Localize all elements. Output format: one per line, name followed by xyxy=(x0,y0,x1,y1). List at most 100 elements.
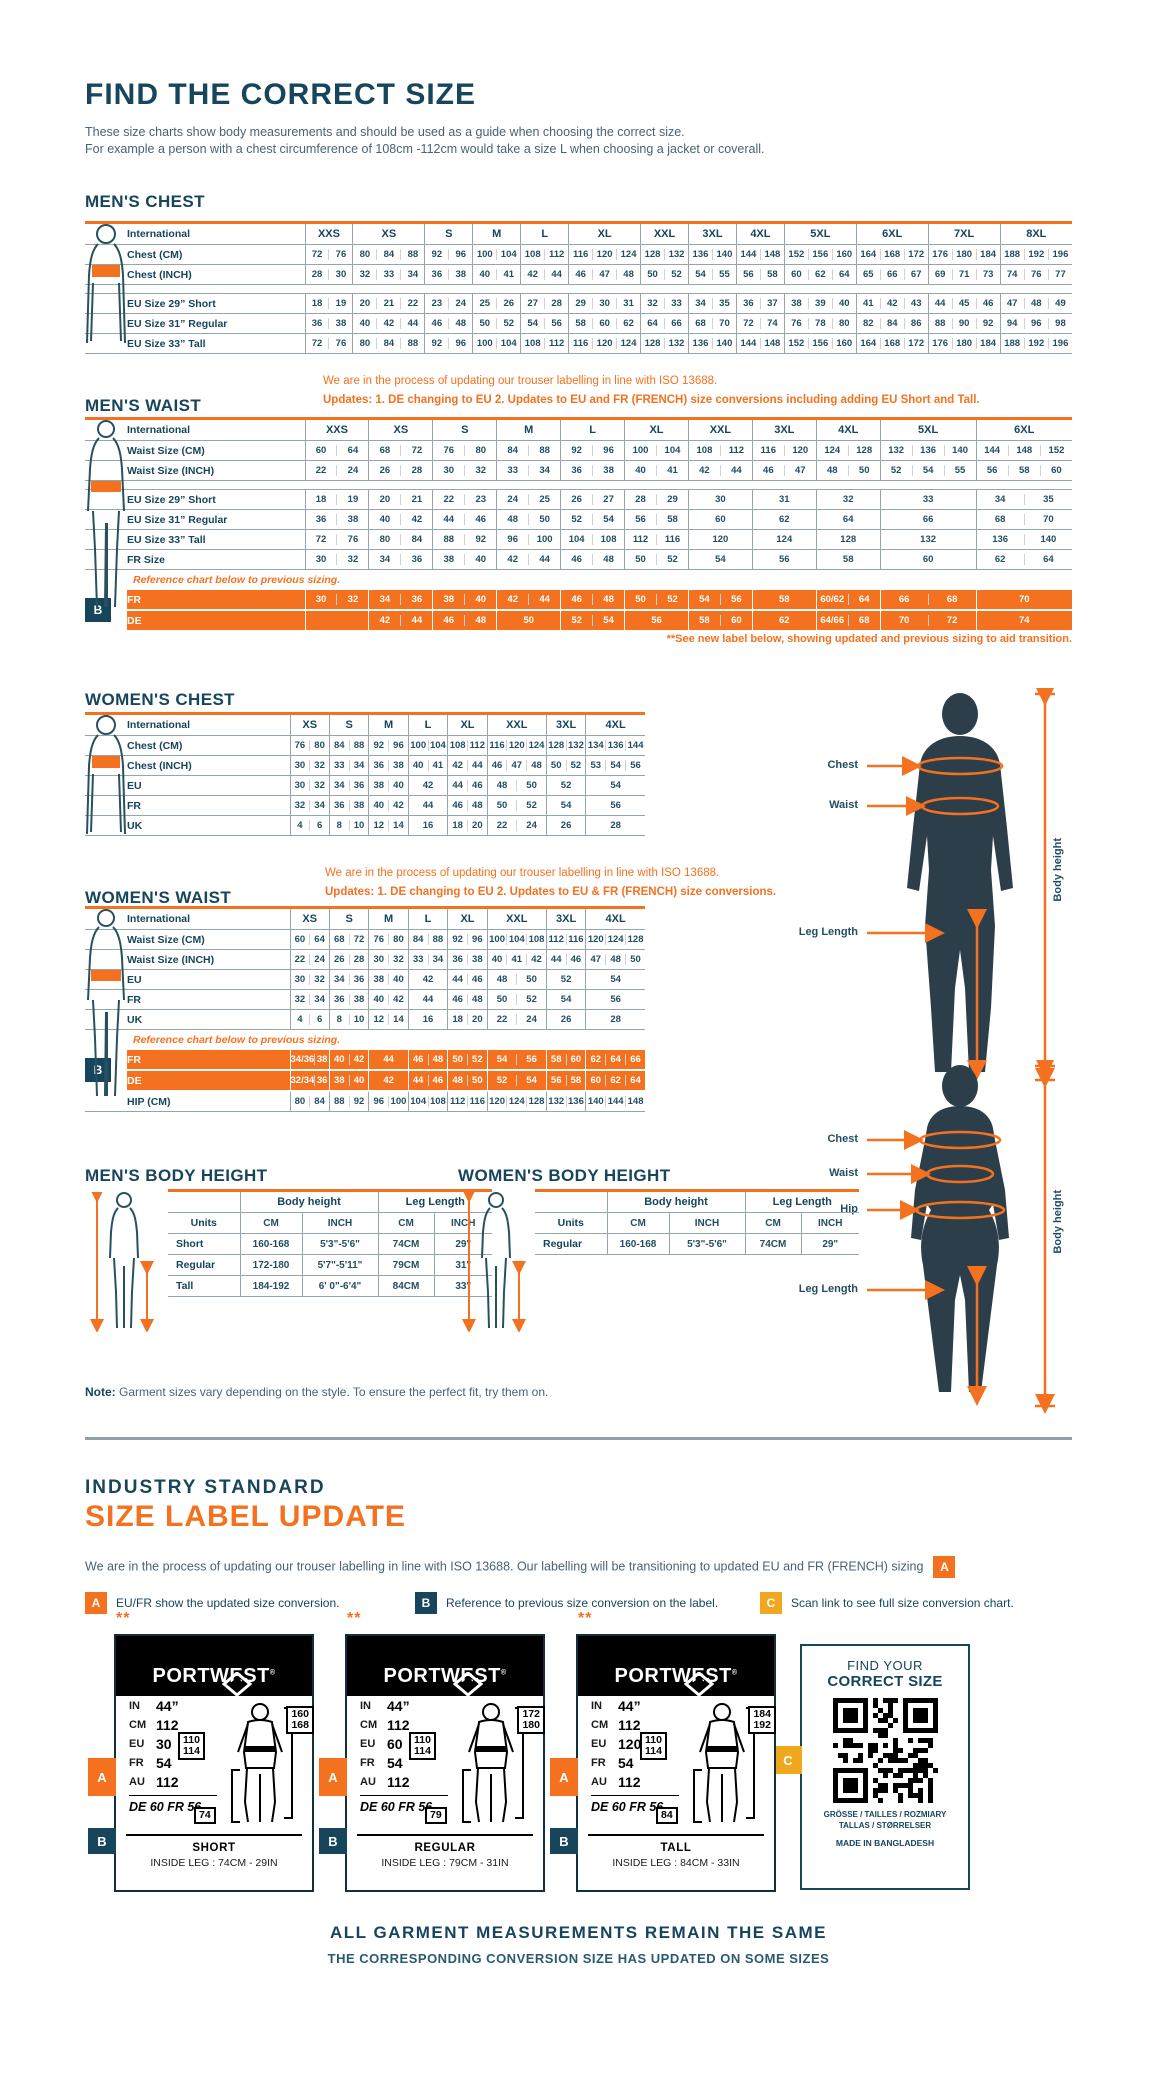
size-cell: 54 56 xyxy=(486,1050,547,1071)
size-cell: 36 38 xyxy=(560,460,625,481)
value: 40 xyxy=(464,594,496,605)
cell-values: 28 xyxy=(587,820,645,831)
value: 104 xyxy=(410,1096,427,1107)
size-cell: 30 32 xyxy=(432,460,497,481)
value: 160 xyxy=(831,338,856,349)
size-cell: 112 116 xyxy=(624,529,689,550)
size-value: 44” xyxy=(387,1697,410,1714)
value: 46 xyxy=(763,465,774,476)
cell-values: 116 120 xyxy=(753,445,816,456)
card-fit-name: TALL xyxy=(660,1842,692,1854)
size-column-header: XL xyxy=(447,713,488,736)
value: 21 xyxy=(400,494,432,505)
value: 44 xyxy=(719,465,752,476)
card-size-line: AU 112 xyxy=(347,1772,543,1791)
value: 84 xyxy=(879,318,904,329)
value: 28 xyxy=(544,298,568,309)
size-cell: 29 30 31 xyxy=(568,293,641,314)
size-system-label: AU xyxy=(591,1775,607,1788)
cell-values: 40 41 xyxy=(474,269,520,280)
cell-values: 36 38 xyxy=(330,800,368,811)
card-de-fr-line: DE 60 FR 56 xyxy=(129,1795,217,1814)
value: 56 xyxy=(651,615,662,626)
figure-column-cell xyxy=(85,907,127,930)
size-cell: 70 xyxy=(975,590,1072,611)
size-system-label: EU xyxy=(129,1737,145,1750)
unit-header: CM xyxy=(744,1212,801,1234)
value: 84 xyxy=(400,534,432,545)
value: 46 xyxy=(571,554,582,565)
size-column-header: XXS xyxy=(304,222,353,245)
womens-height-figure-icon xyxy=(462,1189,528,1337)
size-cell: 38 40 xyxy=(432,590,497,611)
value: 54 xyxy=(592,514,624,525)
size-cell: 54 xyxy=(585,969,645,990)
industry-kicker: INDUSTRY STANDARD xyxy=(85,1477,326,1498)
value: 25 xyxy=(528,494,560,505)
cell-values: 38 39 40 xyxy=(785,298,855,309)
cell-values: 60/62 64 xyxy=(817,594,879,605)
cell-values: 30 32 xyxy=(434,465,496,476)
portwest-logo: PORTWEST® xyxy=(614,1665,737,1696)
value: 64 xyxy=(625,1075,645,1086)
size-cell: 112 116 xyxy=(447,1091,488,1112)
size-cell: 46 48 xyxy=(424,313,473,334)
registered-mark: ® xyxy=(500,1669,507,1677)
cell-values: 65 66 67 xyxy=(857,269,927,280)
value: 36 xyxy=(400,554,432,565)
height-measure-box: 160 168 xyxy=(286,1706,314,1734)
cell-values: 8 10 xyxy=(330,820,368,831)
card-body: IN 44” CM 112 EU 120 FR 54 AU 112 DE 60 FR 56 xyxy=(578,1696,774,1814)
value: 44 xyxy=(466,760,487,771)
size-cell: 26 27 xyxy=(560,489,625,510)
height-value: 5'3"-5'6" xyxy=(301,1233,378,1255)
size-cell: 52 54 xyxy=(560,509,625,530)
row-label: FR xyxy=(127,1050,291,1071)
reference-note-cell: Reference chart below to previous sizing… xyxy=(133,1034,341,1046)
male-waist-label: Waist xyxy=(829,799,858,811)
cell-values: 50 52 xyxy=(488,800,546,811)
value: 34 xyxy=(528,465,560,476)
value: 42 xyxy=(388,800,408,811)
value: 188 xyxy=(1004,249,1021,260)
cell-values: 18 19 xyxy=(306,494,368,505)
womens-waist-note: We are in the process of updating our tr… xyxy=(325,864,1065,902)
cell-values: 34 35 xyxy=(689,298,735,309)
womens-chest-table-wrap: International XS S M L XL XXL 3XL 4XL Chest (CM) 7… xyxy=(85,712,645,836)
value: 56 xyxy=(550,1075,562,1086)
value: 100 xyxy=(476,249,493,260)
size-cell: 22 23 xyxy=(432,489,497,510)
size-cell: 54 xyxy=(687,549,753,570)
size-column-header: 3XL xyxy=(688,222,737,245)
size-column-header: XS xyxy=(289,713,330,736)
row-label: EU Size 29” Short xyxy=(127,293,305,314)
value: 116 xyxy=(572,249,589,260)
value: 42 xyxy=(699,465,710,476)
size-column-header: XL xyxy=(568,222,641,245)
value: 148 xyxy=(759,249,784,260)
size-cell: 44 xyxy=(407,795,448,816)
value: 34 xyxy=(348,760,369,771)
size-cell: 88 92 xyxy=(328,1091,369,1112)
size-column-header: XL xyxy=(624,418,689,441)
cell-values: 33 34 xyxy=(330,760,368,771)
value: 96 xyxy=(507,534,518,545)
value: 28 xyxy=(610,1014,621,1025)
table-figure-icon xyxy=(85,908,127,1103)
value: 140 xyxy=(711,338,736,349)
cell-values: 42 44 xyxy=(498,554,560,565)
cell-values: 46 48 xyxy=(562,554,624,565)
height-row-label: Tall xyxy=(168,1275,240,1297)
value: 140 xyxy=(943,445,976,456)
cell-values: 96 100 xyxy=(498,534,560,545)
size-cell: 62 xyxy=(751,509,817,530)
size-cell: 50 52 xyxy=(472,313,521,334)
value: 128 xyxy=(526,1096,546,1107)
value: 32 xyxy=(336,594,368,605)
cell-values: 66 xyxy=(881,514,975,525)
size-cell: 18 19 xyxy=(304,489,369,510)
value: 34 xyxy=(309,994,329,1005)
value: 120 xyxy=(783,445,816,456)
size-column-header: M xyxy=(496,418,561,441)
cell-values: 164 168 172 xyxy=(857,338,927,349)
